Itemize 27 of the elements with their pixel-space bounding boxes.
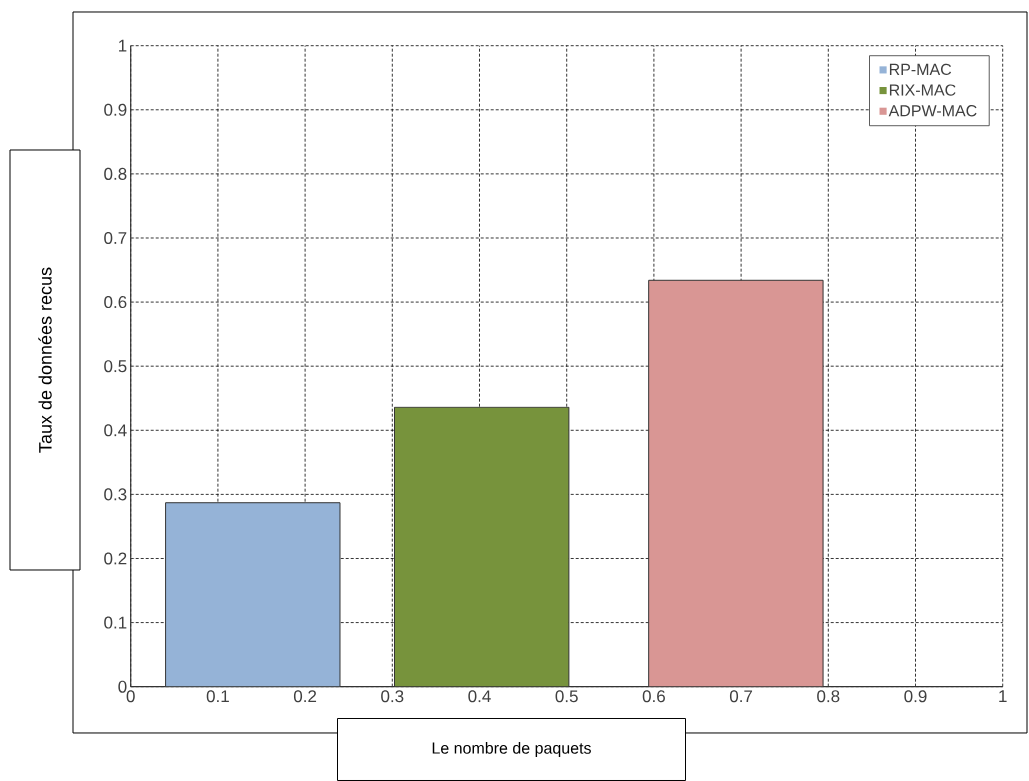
x-tick-label: 0.7 — [729, 690, 753, 703]
x-tick-label: 0.4 — [468, 690, 491, 703]
x-tick-label: 0.3 — [381, 690, 404, 703]
y-tick-label: 1 — [119, 39, 127, 52]
y-tick-label: 0.3 — [104, 488, 127, 501]
y-tick-label: 0.6 — [104, 296, 127, 309]
y-tick-label: 0.9 — [104, 103, 127, 116]
y-tick-label: 0.8 — [104, 167, 127, 180]
x-tick-label: 0.9 — [904, 690, 927, 703]
x-tick-label: 0.1 — [206, 690, 229, 703]
x-tick-label: 0 — [126, 690, 135, 703]
y-tick-label: 0.2 — [104, 552, 127, 565]
y-axis-title: Taux de données recus — [38, 267, 52, 453]
legend-label: RIX-MAC — [889, 84, 956, 96]
y-tick-label: 0.4 — [104, 424, 127, 437]
y-tick-label: 0.7 — [104, 231, 127, 245]
legend-label: RP-MAC — [889, 63, 952, 76]
x-tick-label: 0.6 — [642, 690, 665, 703]
y-tick-label: 0.5 — [104, 360, 127, 373]
x-axis-title: Le nombre de paquets — [432, 742, 591, 757]
y-tick-label: 0.1 — [104, 616, 127, 629]
legend-label: ADPW-MAC — [888, 105, 977, 117]
x-tick-label: 1 — [999, 690, 1007, 702]
y-tick-label: 0 — [118, 680, 127, 693]
x-tick-label: 0.5 — [555, 690, 578, 703]
x-tick-label: 0.8 — [817, 690, 840, 703]
x-tick-label: 0.2 — [293, 690, 317, 703]
